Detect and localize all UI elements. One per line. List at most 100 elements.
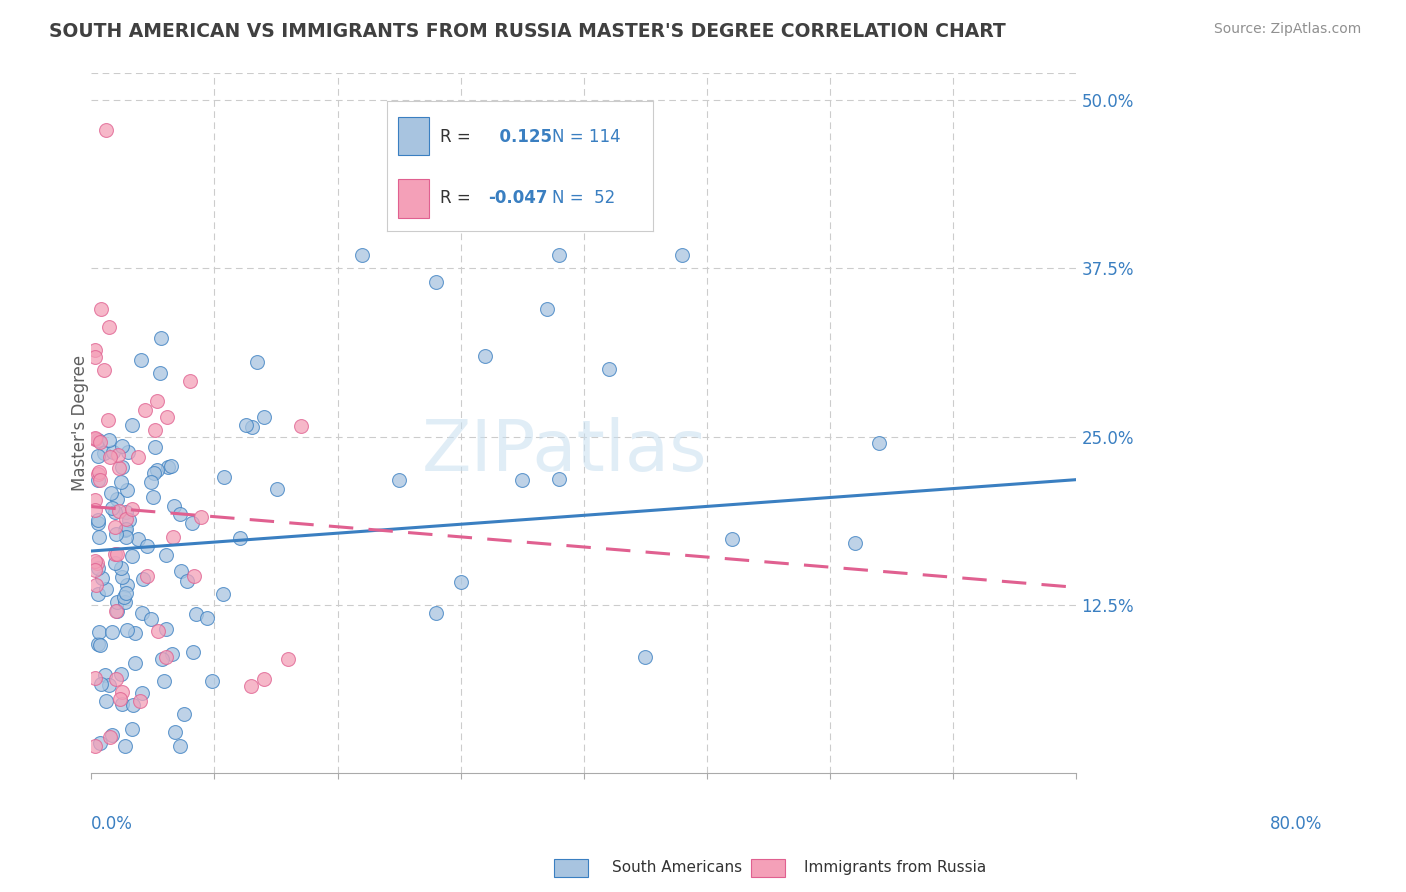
- Point: [124, 626, 146, 640]
- Point: [290, 419, 312, 434]
- Point: [115, 483, 138, 497]
- Point: [868, 436, 890, 450]
- Point: [142, 490, 165, 504]
- Point: [111, 439, 134, 453]
- Point: [162, 647, 184, 661]
- Point: [86, 449, 108, 463]
- Point: [101, 445, 124, 459]
- Point: [93, 446, 115, 460]
- Point: [132, 572, 155, 586]
- Point: [548, 472, 571, 486]
- Point: [105, 547, 128, 561]
- Point: [93, 362, 115, 376]
- Point: [155, 650, 177, 665]
- Point: [104, 520, 127, 534]
- Point: [107, 448, 129, 462]
- Point: [143, 423, 166, 437]
- Point: [86, 434, 108, 448]
- Point: [121, 417, 143, 432]
- Text: 80.0%: 80.0%: [1270, 815, 1323, 833]
- Point: [100, 486, 122, 500]
- Point: [212, 470, 235, 484]
- Point: [117, 578, 139, 592]
- Point: [139, 611, 162, 625]
- Point: [124, 656, 146, 670]
- Point: [169, 739, 191, 754]
- Point: [195, 611, 218, 625]
- Point: [163, 499, 186, 513]
- Y-axis label: Master's Degree: Master's Degree: [72, 355, 89, 491]
- Point: [114, 530, 136, 544]
- Point: [183, 645, 205, 659]
- Point: [127, 532, 149, 546]
- Point: [149, 366, 172, 380]
- Point: [111, 685, 134, 699]
- Point: [162, 530, 184, 544]
- Point: [150, 330, 173, 344]
- Point: [110, 459, 132, 474]
- Point: [129, 694, 152, 708]
- Point: [131, 606, 153, 620]
- Text: ZIPatlas: ZIPatlas: [422, 417, 707, 485]
- Text: 0.0%: 0.0%: [91, 815, 134, 833]
- Point: [98, 434, 121, 448]
- Point: [176, 574, 198, 588]
- Point: [86, 637, 108, 651]
- Point: [86, 556, 108, 570]
- Point: [97, 413, 120, 427]
- Point: [183, 569, 205, 583]
- Point: [240, 420, 263, 434]
- Point: [86, 587, 108, 601]
- Point: [155, 548, 177, 562]
- Point: [152, 674, 174, 689]
- Point: [104, 547, 127, 561]
- Point: [536, 301, 558, 316]
- Point: [720, 532, 742, 546]
- Point: [114, 739, 136, 753]
- Point: [634, 649, 657, 664]
- Point: [89, 473, 111, 487]
- Point: [352, 248, 374, 262]
- Point: [121, 722, 143, 736]
- Point: [90, 302, 112, 317]
- Point: [155, 622, 177, 636]
- Point: [157, 459, 180, 474]
- Point: [89, 465, 111, 479]
- Point: [104, 604, 127, 618]
- Point: [111, 697, 134, 711]
- Text: SOUTH AMERICAN VS IMMIGRANTS FROM RUSSIA MASTER'S DEGREE CORRELATION CHART: SOUTH AMERICAN VS IMMIGRANTS FROM RUSSIA…: [49, 22, 1005, 41]
- Point: [117, 445, 139, 459]
- Point: [105, 491, 128, 506]
- Point: [89, 625, 111, 640]
- Point: [142, 466, 165, 480]
- Point: [86, 473, 108, 487]
- Point: [98, 678, 121, 692]
- Point: [89, 639, 111, 653]
- Point: [179, 374, 201, 388]
- Point: [84, 343, 107, 357]
- Point: [86, 513, 108, 527]
- Point: [84, 432, 107, 446]
- Point: [135, 569, 157, 583]
- Point: [235, 417, 257, 432]
- Point: [246, 355, 269, 369]
- Point: [201, 673, 224, 688]
- Point: [146, 624, 169, 638]
- Point: [169, 508, 191, 522]
- Point: [110, 475, 132, 489]
- Point: [129, 352, 152, 367]
- Point: [111, 570, 134, 584]
- Point: [121, 502, 143, 516]
- Point: [156, 410, 179, 425]
- Point: [163, 725, 186, 739]
- Point: [110, 561, 132, 575]
- Point: [84, 493, 107, 508]
- Point: [121, 698, 143, 713]
- Point: [104, 504, 127, 518]
- Point: [159, 458, 181, 473]
- Point: [190, 510, 212, 524]
- Text: South Americans: South Americans: [612, 860, 742, 874]
- Point: [510, 473, 533, 487]
- Point: [671, 248, 693, 262]
- Point: [84, 554, 107, 568]
